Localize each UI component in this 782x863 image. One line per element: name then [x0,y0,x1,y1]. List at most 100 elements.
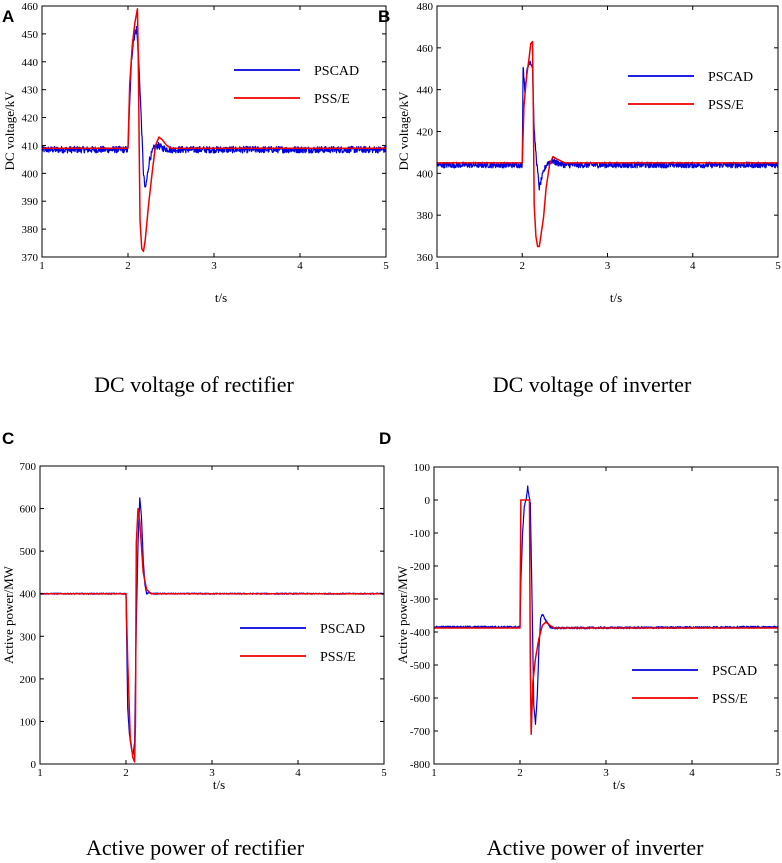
y-tick-label: -400 [410,627,431,639]
legend: PSCAD PSS/E [632,664,757,707]
y-tick-label: 410 [22,140,39,152]
legend: PSCAD PSS/E [234,64,359,107]
legend-label: PSCAD [712,664,757,679]
y-tick-label: 300 [20,631,37,643]
legend-label: PSCAD [320,622,365,637]
legend-label: PSS/E [708,98,744,113]
legend-label: PSS/E [712,692,748,707]
y-tick-label: -300 [410,594,431,606]
y-tick-label: 390 [22,196,39,208]
legend-label: PSS/E [314,92,350,107]
y-tick-label: 400 [417,168,434,180]
x-tick-label: 3 [211,260,217,272]
series-group [42,8,386,253]
x-tick-label: 2 [123,767,129,779]
x-tick-label: 1 [431,767,437,779]
x-tick-label: 3 [605,260,611,272]
x-tick-label: 1 [39,260,45,272]
x-tick-label: 4 [297,260,303,272]
panel-caption: Active power of rectifier [86,835,305,860]
panel-letter: A [2,7,14,26]
series-line-psse [40,507,384,763]
x-tick-label: 1 [37,767,43,779]
panel-caption: DC voltage of inverter [493,372,692,397]
y-tick-label: -600 [410,693,431,705]
panel-letter: D [379,429,391,448]
x-axis-label: t/s [613,777,625,792]
series-group [40,497,384,763]
x-tick-label: 5 [775,767,781,779]
series-line-pscad [437,60,778,191]
y-tick-label: 500 [20,546,37,558]
plot-frame [436,5,779,258]
y-tick-label: 100 [20,716,37,728]
y-tick-label: 0 [425,495,431,507]
series-line-pscad [42,25,386,188]
legend-label: PSS/E [320,650,356,665]
x-tick-label: 2 [520,260,526,272]
series-line-psse [437,40,778,248]
y-axis-label: DC voltage/kV [2,91,17,171]
y-tick-label: 100 [414,462,431,474]
y-tick-label: 0 [31,759,37,771]
x-tick-label: 1 [434,260,440,272]
y-tick-label: -200 [410,561,431,573]
y-tick-label: 380 [22,224,39,236]
x-tick-label: 2 [125,260,131,272]
y-tick-label: -500 [410,660,431,672]
y-tick-label: 360 [417,252,434,264]
series-line-psse [42,8,386,253]
panel-letter: C [2,429,14,448]
y-tick-label: -800 [410,759,431,771]
legend: PSCAD PSS/E [240,622,365,665]
legend: PSCAD PSS/E [628,70,753,113]
y-tick-label: 370 [22,252,39,264]
x-tick-label: 3 [209,767,215,779]
x-tick-label: 5 [383,260,389,272]
y-tick-label: 400 [22,168,39,180]
x-tick-label: 4 [689,767,695,779]
panel-c: C 1 2 3 4 5 0 100 200 300 400 500 600 700 t/s Active po… [1,429,387,860]
x-tick-label: 3 [603,767,609,779]
x-axis-label: t/s [610,290,622,305]
y-tick-label: 380 [417,210,434,222]
panel-d: D 1 2 3 4 5 -800 -700 -600 -500 -400 -300 -200 -100 0 1… [379,429,781,860]
y-tick-label: 200 [20,674,37,686]
y-tick-label: 420 [22,113,39,125]
plot-frame [39,465,385,765]
series-line-pscad [434,485,778,725]
y-tick-label: 430 [22,85,39,97]
y-tick-label: 440 [417,85,434,97]
series-group [437,40,778,248]
y-axis-label: Active power/MW [395,565,410,664]
panel-b: B 1 2 3 4 5 360 380 400 420 440 460 480 t/s DC voltage… [378,1,781,397]
legend-label: PSCAD [314,64,359,79]
y-tick-label: 480 [417,1,434,13]
x-tick-label: 2 [517,767,523,779]
y-tick-label: 460 [417,43,434,55]
x-tick-label: 5 [775,260,781,272]
y-axis-label: DC voltage/kV [396,91,411,171]
series-line-psse [434,499,778,736]
y-tick-label: -700 [410,726,431,738]
legend-label: PSCAD [708,70,753,85]
y-tick-label: 700 [20,461,37,473]
y-axis-label: Active power/MW [1,565,16,664]
plot-frame [433,466,779,765]
y-tick-label: 450 [22,29,39,41]
x-tick-label: 4 [295,767,301,779]
x-tick-label: 5 [381,767,387,779]
x-axis-label: t/s [213,777,225,792]
panel-caption: Active power of inverter [487,835,705,860]
series-group [434,485,778,736]
y-tick-label: 420 [417,127,434,139]
panel-a: A 1 2 3 4 5 370 380 390 400 410 420 430 440 450 460 t/s D… [2,1,389,397]
x-tick-label: 4 [690,260,696,272]
y-tick-label: 600 [20,504,37,516]
plot-frame [41,5,387,258]
y-tick-label: 400 [20,589,37,601]
x-axis-label: t/s [215,290,227,305]
y-tick-label: -100 [410,528,431,540]
panel-letter: B [378,7,390,26]
